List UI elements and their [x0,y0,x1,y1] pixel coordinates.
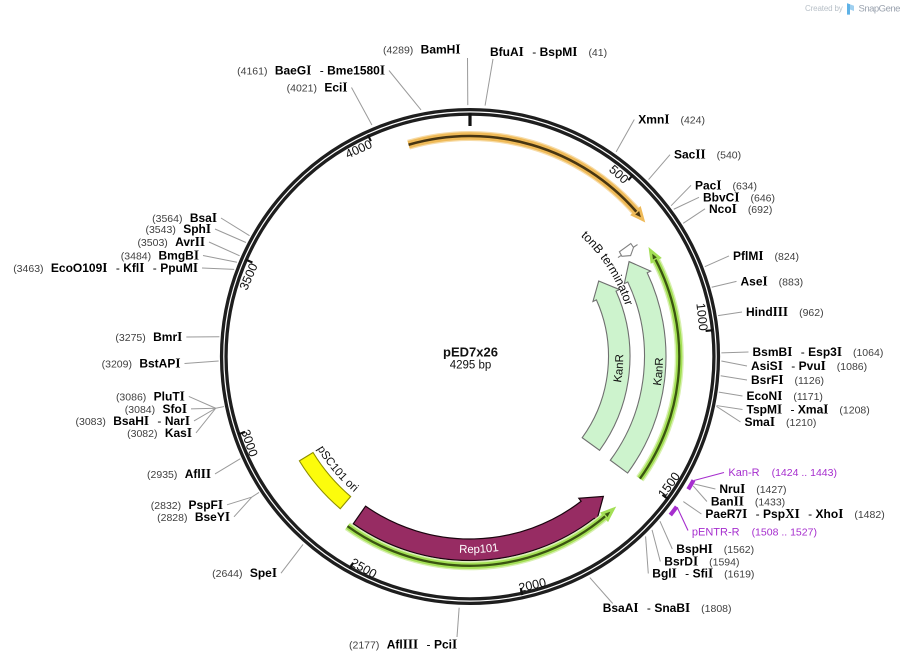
svg-text:Created by: Created by [805,4,843,13]
svg-text:KanR: KanR [652,357,666,386]
svg-text:(4289) BamHI: (4289) BamHI [383,42,461,57]
svg-text:4295 bp: 4295 bp [450,360,492,372]
svg-text:(3086) PluTI: (3086) PluTI [116,388,185,403]
svg-text:BglI - SfiI(1619): BglI - SfiI(1619) [652,566,754,581]
svg-text:BsaAI - SnaBI(1808): BsaAI - SnaBI(1808) [603,600,732,615]
svg-text:(4161) BaeGI - Bme1580I: (4161) BaeGI - Bme1580I [237,63,385,78]
svg-text:(4021) EciI: (4021) EciI [287,80,348,95]
svg-text:(3209) BstAPI: (3209) BstAPI [102,356,181,371]
svg-text:(3275) BmrI: (3275) BmrI [115,329,182,344]
svg-text:(2177) AflIII - PciI: (2177) AflIII - PciI [349,637,457,652]
svg-text:SnapGene: SnapGene [859,4,901,15]
svg-text:PaeR7I - PspXI - XhoI(1482: PaeR7I - PspXI - XhoI(1482) [705,506,884,521]
svg-text:(3564) BsaI: (3564) BsaI [152,210,217,225]
svg-text:(3503) AvrII: (3503) AvrII [137,234,205,249]
svg-text:(2644) SpeI: (2644) SpeI [212,565,277,580]
svg-text:(2832) PspFI: (2832) PspFI [151,497,223,512]
svg-text:AsiSI - PvuI(1086): AsiSI - PvuI(1086) [751,358,867,373]
svg-text:pENTR-R(1508 .. 1527): pENTR-R(1508 .. 1527) [692,527,817,539]
svg-text:1000: 1000 [693,302,710,331]
svg-text:Rep101: Rep101 [459,542,500,556]
svg-text:(3484) BmgBI: (3484) BmgBI [121,248,199,263]
svg-text:HindIII(962): HindIII(962) [746,304,824,319]
svg-text:Kan-R(1424 .. 1443): Kan-R(1424 .. 1443) [728,467,837,479]
svg-text:pED7x26: pED7x26 [443,345,498,360]
svg-text:BsmBI - Esp3I(1064): BsmBI - Esp3I(1064) [753,344,884,359]
svg-text:BfuAI - BspMI(41): BfuAI - BspMI(41) [490,44,607,59]
svg-text:(2935) AflII: (2935) AflII [147,466,211,481]
